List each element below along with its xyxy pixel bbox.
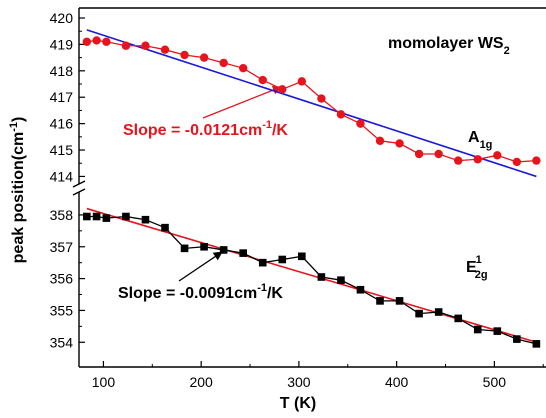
a1g-data-point xyxy=(141,41,150,50)
a1g-data-point xyxy=(92,36,101,45)
x-tick-label: 400 xyxy=(385,374,409,390)
y-tick-label: 416 xyxy=(50,116,74,132)
e2g-data-point xyxy=(298,252,306,261)
e2g-data-point xyxy=(161,223,169,232)
a1g-data-point xyxy=(219,58,228,68)
e2g-data-point xyxy=(356,285,365,294)
e2g-data-point xyxy=(278,255,287,264)
y-tick-label: 420 xyxy=(50,10,74,26)
e2g-data-point xyxy=(434,308,443,316)
a1g-data-point xyxy=(160,45,170,54)
a1g-data-point xyxy=(414,149,424,159)
e2g-data-point xyxy=(454,314,462,323)
e2g-data-point xyxy=(415,309,423,318)
a1g-data-point xyxy=(317,94,326,103)
e2g-data-point xyxy=(219,246,228,254)
y-tick-label: 355 xyxy=(50,302,74,318)
e2g-data-point xyxy=(83,212,91,221)
a1g-data-point xyxy=(512,157,522,167)
a1g-data-point xyxy=(434,149,443,159)
x-tick-label: 500 xyxy=(483,374,507,390)
lower-slope-label: Slope = -0.0091cm-1/K xyxy=(118,282,283,302)
e2g-data-point xyxy=(102,214,111,222)
e2g-data-point xyxy=(395,297,404,305)
a1g-data-point xyxy=(493,151,502,160)
y-axis-title: peak position(cm-1) xyxy=(8,117,27,264)
chart-title: momolayer WS2 xyxy=(388,35,510,57)
a1g-data-point xyxy=(454,156,463,165)
y-tick-label: 415 xyxy=(50,142,74,158)
y-tick-label: 414 xyxy=(50,168,74,184)
a1g-data-point xyxy=(180,50,189,60)
e2g-data-point xyxy=(317,273,326,281)
e2g-data-point xyxy=(122,212,130,221)
e2g-data-point xyxy=(337,276,345,284)
a1g-data-point xyxy=(297,77,307,86)
a1g-data-point xyxy=(395,139,404,148)
a1g-data-point xyxy=(473,155,482,164)
a1g-data-point xyxy=(532,156,541,165)
annotation-arrows xyxy=(178,85,282,282)
a1g-data-point xyxy=(375,136,385,145)
a1g-data-point xyxy=(278,85,287,94)
a1g-data-point xyxy=(102,37,111,46)
e2g-data-point xyxy=(258,258,267,267)
e2g-data-point xyxy=(239,249,247,257)
e2g-data-point xyxy=(473,325,482,334)
a1g-data-point xyxy=(199,53,209,62)
a1g-data-point xyxy=(258,75,267,85)
e2g-data-point xyxy=(92,212,101,221)
e2g-data-point xyxy=(200,242,208,251)
upper-slope-arrow xyxy=(202,85,282,119)
x-tick-label: 200 xyxy=(189,374,213,390)
x-tick-label: 300 xyxy=(287,374,311,390)
plot-frame xyxy=(72,7,546,368)
a1g-peak-label: A1g xyxy=(468,129,492,151)
e2g-data-point xyxy=(141,215,150,224)
upper-slope-label: Slope = -0.0121cm-1/K xyxy=(123,119,288,139)
data-series xyxy=(82,36,541,348)
x-axis-title: T (K) xyxy=(280,395,316,412)
e2g-data-point xyxy=(513,335,521,343)
y-tick-label: 419 xyxy=(50,36,74,52)
ticks: 100 200 300 400 500 414 415 416 417 418 419 420 354 3… xyxy=(50,10,544,390)
a1g-data-point xyxy=(238,63,248,73)
left-break-mark xyxy=(72,188,86,196)
e2g-series-line xyxy=(86,215,537,345)
e2g-data-point xyxy=(180,244,189,253)
lower-slope-arrow xyxy=(178,251,223,282)
a1g-data-point xyxy=(82,37,92,46)
a1g-fit-line xyxy=(86,29,537,178)
y-tick-label: 354 xyxy=(50,334,74,350)
y-tick-label: 356 xyxy=(50,271,74,287)
e2g-data-point xyxy=(532,340,541,348)
x-tick-label: 100 xyxy=(92,374,116,390)
a1g-data-point xyxy=(121,41,131,50)
a1g-data-point xyxy=(336,110,346,119)
e2g-data-point xyxy=(493,327,502,335)
y-tick-label: 357 xyxy=(50,239,74,255)
e2g-data-point xyxy=(376,297,384,305)
e2g-peak-label: E1 2g xyxy=(466,254,488,281)
y-tick-label: 418 xyxy=(50,63,74,79)
left-break-mark xyxy=(72,180,86,188)
a1g-data-point xyxy=(356,119,365,128)
y-tick-label: 417 xyxy=(50,89,74,105)
y-tick-label: 358 xyxy=(50,207,74,223)
